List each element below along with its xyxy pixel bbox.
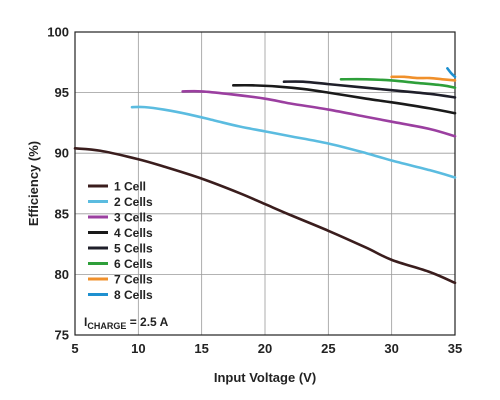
y-tick-label: 90 bbox=[55, 146, 69, 161]
x-axis-title: Input Voltage (V) bbox=[214, 370, 316, 385]
series-line-1 bbox=[73, 147, 457, 285]
series-line-4 bbox=[232, 83, 457, 115]
annotation-subscript: CHARGE bbox=[87, 321, 126, 331]
series-line-6 bbox=[339, 77, 457, 90]
series-lines bbox=[73, 67, 457, 285]
y-axis-title: Efficiency (%) bbox=[26, 141, 41, 226]
legend-label-2: 2 Cells bbox=[114, 195, 153, 209]
x-tick-label: 10 bbox=[131, 341, 145, 356]
series-line-5 bbox=[282, 80, 457, 99]
legend-label-6: 6 Cells bbox=[114, 257, 153, 271]
x-tick-label: 25 bbox=[321, 341, 335, 356]
y-tick-label: 95 bbox=[55, 85, 69, 100]
legend-label-4: 4 Cells bbox=[114, 226, 153, 240]
plot-frame bbox=[74, 31, 456, 336]
y-tick-label: 100 bbox=[47, 25, 69, 40]
series-line-8 bbox=[446, 67, 457, 79]
legend-label-8: 8 Cells bbox=[114, 288, 153, 302]
x-tick-label: 5 bbox=[71, 341, 78, 356]
charge-current-annotation: ICHARGE = 2.5 A bbox=[84, 315, 169, 331]
x-tick-label: 35 bbox=[448, 341, 462, 356]
legend-label-5: 5 Cells bbox=[114, 242, 153, 256]
legend-label-1: 1 Cell bbox=[114, 180, 146, 194]
legend-label-7: 7 Cells bbox=[114, 273, 153, 287]
y-tick-label: 80 bbox=[55, 267, 69, 282]
y-tick-label: 85 bbox=[55, 206, 69, 221]
legend-label-3: 3 Cells bbox=[114, 211, 153, 225]
y-axis-ticks: 75 80 85 90 95 100 bbox=[47, 25, 69, 343]
x-tick-label: 30 bbox=[384, 341, 398, 356]
series-line-7 bbox=[390, 75, 457, 82]
y-tick-label: 75 bbox=[55, 328, 69, 343]
annotation-suffix: = 2.5 A bbox=[126, 315, 168, 329]
x-axis-ticks: 5 10 15 20 25 30 35 bbox=[71, 341, 462, 356]
x-tick-label: 20 bbox=[258, 341, 272, 356]
series-line-3 bbox=[181, 89, 457, 138]
annotation-prefix: I bbox=[84, 315, 87, 329]
x-tick-label: 15 bbox=[194, 341, 208, 356]
series-line-2 bbox=[130, 105, 457, 179]
